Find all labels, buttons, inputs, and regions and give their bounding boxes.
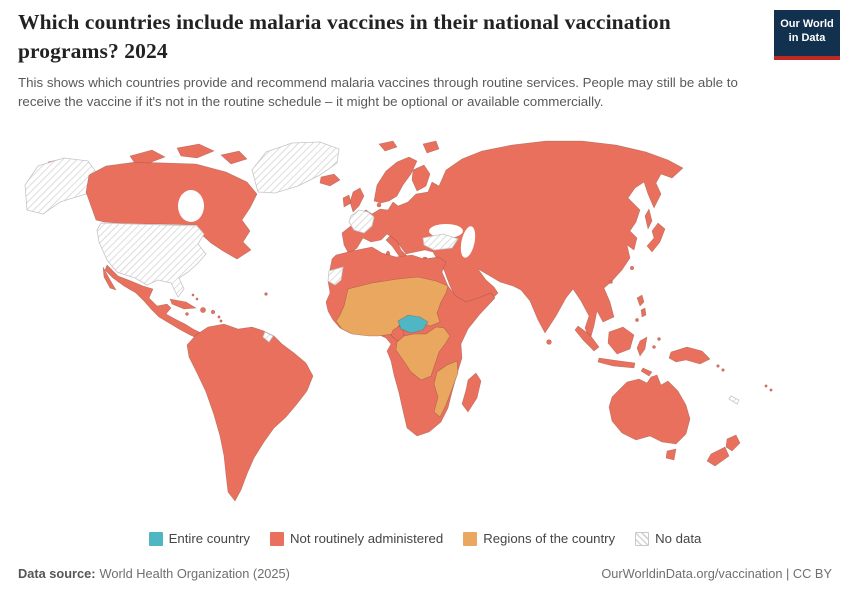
landmass-france-no-data[interactable] bbox=[348, 209, 375, 234]
landmass-sri-lanka[interactable] bbox=[546, 339, 552, 345]
caspian-sea bbox=[460, 226, 476, 258]
legend-label: Regions of the country bbox=[483, 531, 616, 546]
landmass-south-america[interactable] bbox=[186, 323, 314, 502]
landmass-scandinavia[interactable] bbox=[373, 156, 418, 204]
landmass-indonesia[interactable] bbox=[574, 325, 661, 377]
landmass-cape-verde[interactable] bbox=[264, 292, 268, 296]
landmass-denmark[interactable] bbox=[376, 202, 382, 208]
attribution-link[interactable]: OurWorldinData.org/vaccination | CC BY bbox=[601, 566, 832, 581]
landmass-philippines[interactable] bbox=[635, 294, 647, 322]
legend-item-not-routinely[interactable]: Not routinely administered bbox=[270, 531, 443, 546]
landmass-new-caledonia-no-data[interactable] bbox=[728, 395, 740, 405]
landmass-new-zealand[interactable] bbox=[706, 434, 741, 467]
landmass-western-sahara-no-data[interactable] bbox=[327, 266, 344, 286]
landmass-hainan[interactable] bbox=[609, 280, 613, 284]
arctic-islands[interactable] bbox=[129, 143, 248, 165]
legend-swatch-regions bbox=[463, 531, 478, 546]
landmass-great-britain[interactable] bbox=[349, 187, 365, 213]
landmass-eurasia[interactable] bbox=[341, 140, 684, 341]
legend-item-regions[interactable]: Regions of the country bbox=[463, 531, 615, 546]
landmass-ireland[interactable] bbox=[342, 194, 352, 208]
legend-item-entire-country[interactable]: Entire country bbox=[148, 531, 250, 546]
legend-swatch-entire-country bbox=[148, 531, 163, 546]
landmass-novaya-zemlya[interactable] bbox=[422, 140, 440, 154]
chart-footer: Data source: World Health Organization (2… bbox=[18, 566, 832, 581]
map-legend: Entire country Not routinely administere… bbox=[0, 531, 850, 546]
legend-item-no-data[interactable]: No data bbox=[635, 531, 701, 546]
world-choropleth-map[interactable] bbox=[0, 130, 850, 520]
legend-label: No data bbox=[655, 531, 702, 546]
hudson-bay bbox=[178, 190, 204, 222]
landmass-sakhalin[interactable] bbox=[644, 208, 653, 230]
landmass-australia[interactable] bbox=[608, 374, 691, 445]
legend-label: Not routinely administered bbox=[290, 531, 444, 546]
landmass-french-guiana-no-data[interactable] bbox=[262, 331, 274, 343]
landmass-central-african-republic[interactable] bbox=[397, 314, 429, 334]
data-source-label: Data source: bbox=[18, 566, 96, 581]
landmass-svalbard[interactable] bbox=[378, 140, 398, 152]
landmass-baja[interactable] bbox=[102, 266, 117, 291]
landmass-canada[interactable] bbox=[85, 161, 258, 260]
page-title: Which countries include malaria vaccines… bbox=[18, 10, 671, 63]
legend-swatch-no-data bbox=[635, 531, 650, 546]
landmass-japan[interactable] bbox=[646, 222, 666, 253]
landmass-greenland-no-data[interactable] bbox=[251, 141, 340, 194]
landmass-taiwan[interactable] bbox=[629, 265, 635, 271]
chart-header: Which countries include malaria vaccines… bbox=[18, 8, 758, 111]
landmass-iceland[interactable] bbox=[319, 173, 341, 187]
landmass-finland[interactable] bbox=[411, 164, 431, 192]
landmass-usa-no-data[interactable] bbox=[96, 222, 207, 298]
pacific-islands[interactable] bbox=[716, 364, 773, 392]
landmass-turkey-no-data[interactable] bbox=[422, 233, 459, 251]
legend-swatch-not-routinely bbox=[270, 531, 284, 546]
owid-logo-line1: Our World bbox=[780, 18, 834, 30]
region-drc-uganda[interactable] bbox=[395, 326, 451, 381]
owid-logo[interactable]: Our World in Data bbox=[774, 10, 840, 60]
chart-subtitle: This shows which countries provide and r… bbox=[18, 74, 738, 109]
landmass-madagascar[interactable] bbox=[461, 372, 482, 413]
region-mozambique-malawi[interactable] bbox=[433, 360, 459, 418]
black-sea bbox=[429, 224, 463, 238]
data-source-value: World Health Organization (2025) bbox=[99, 566, 290, 581]
owid-logo-line2: in Data bbox=[788, 32, 826, 45]
landmass-new-guinea[interactable] bbox=[668, 346, 711, 365]
legend-label: Entire country bbox=[168, 531, 250, 546]
data-source: Data source: World Health Organization (2… bbox=[18, 566, 290, 581]
landmass-tasmania[interactable] bbox=[665, 448, 677, 461]
